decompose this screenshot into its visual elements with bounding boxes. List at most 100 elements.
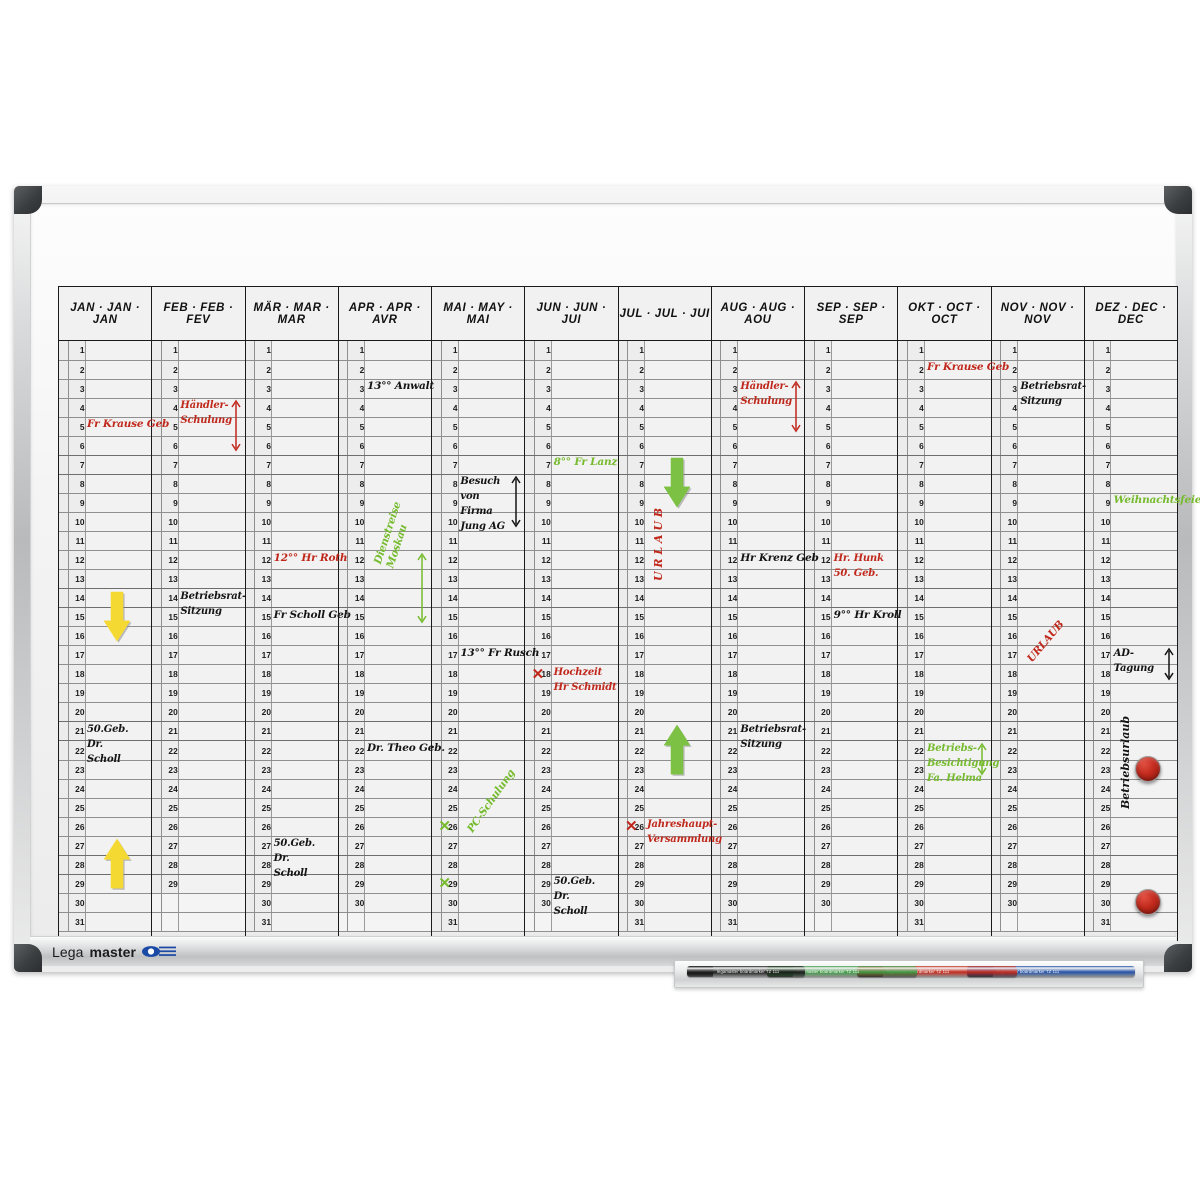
day-row[interactable]: 6 bbox=[245, 436, 338, 456]
day-row[interactable]: 6 bbox=[432, 436, 525, 456]
entry-cell[interactable] bbox=[85, 798, 152, 818]
day-row[interactable]: 10 bbox=[245, 512, 338, 532]
entry-cell[interactable] bbox=[737, 360, 804, 380]
entry-cell[interactable] bbox=[1110, 874, 1177, 894]
entry-cell[interactable] bbox=[178, 398, 245, 418]
day-row[interactable]: 30 bbox=[991, 893, 1084, 913]
entry-cell[interactable] bbox=[271, 721, 338, 742]
day-row[interactable]: 16 bbox=[338, 626, 431, 647]
entry-cell[interactable] bbox=[271, 893, 338, 913]
entry-cell[interactable] bbox=[551, 569, 618, 590]
entry-cell[interactable] bbox=[458, 912, 525, 932]
day-row[interactable]: 2 bbox=[618, 360, 711, 380]
day-row[interactable]: 25 bbox=[525, 798, 618, 818]
day-row[interactable]: 21 bbox=[711, 721, 804, 742]
day-row[interactable]: 11 bbox=[805, 531, 898, 552]
day-row[interactable]: 20 bbox=[805, 702, 898, 723]
entry-cell[interactable] bbox=[831, 760, 898, 780]
day-row[interactable]: 14 bbox=[711, 588, 804, 609]
day-row[interactable]: 7 bbox=[711, 455, 804, 475]
day-row[interactable]: 16 bbox=[898, 626, 991, 647]
entry-cell[interactable] bbox=[1017, 740, 1084, 761]
day-row[interactable]: 15 bbox=[805, 607, 898, 628]
day-row[interactable]: 8 bbox=[432, 474, 525, 494]
entry-cell[interactable] bbox=[458, 474, 525, 494]
day-row[interactable]: 10 bbox=[898, 512, 991, 532]
day-row[interactable]: 1 bbox=[805, 341, 898, 361]
day-row[interactable]: 27 bbox=[711, 836, 804, 856]
day-row[interactable]: 7 bbox=[991, 455, 1084, 475]
day-row[interactable]: 18 bbox=[245, 664, 338, 685]
day-row[interactable]: 14 bbox=[618, 588, 711, 609]
entry-cell[interactable] bbox=[831, 855, 898, 875]
entry-cell[interactable] bbox=[924, 798, 991, 818]
day-row[interactable]: 11 bbox=[618, 531, 711, 552]
day-row[interactable]: 5 bbox=[338, 417, 431, 437]
day-row[interactable]: 6 bbox=[618, 436, 711, 456]
day-row[interactable]: 10 bbox=[59, 512, 152, 532]
entry-cell[interactable] bbox=[644, 607, 711, 628]
day-row[interactable]: 13 bbox=[1084, 569, 1177, 590]
day-row[interactable]: 5 bbox=[711, 417, 804, 437]
entry-cell[interactable] bbox=[271, 493, 338, 513]
day-row[interactable]: 3 bbox=[152, 379, 245, 399]
day-row[interactable]: 26 bbox=[432, 817, 525, 837]
day-row[interactable]: 5 bbox=[59, 417, 152, 437]
entry-cell[interactable] bbox=[364, 683, 431, 704]
entry-cell[interactable] bbox=[831, 436, 898, 456]
day-row[interactable]: 22 bbox=[432, 740, 525, 761]
entry-cell[interactable] bbox=[644, 379, 711, 399]
entry-cell[interactable] bbox=[271, 855, 338, 875]
day-row[interactable]: 3 bbox=[245, 379, 338, 399]
entry-cell[interactable] bbox=[1110, 740, 1177, 761]
day-row[interactable]: 3 bbox=[1084, 379, 1177, 399]
entry-cell[interactable] bbox=[85, 569, 152, 590]
entry-cell[interactable] bbox=[644, 436, 711, 456]
day-row[interactable]: 31 bbox=[59, 912, 152, 932]
day-row[interactable]: 20 bbox=[525, 702, 618, 723]
day-row[interactable]: 9 bbox=[991, 493, 1084, 513]
entry-cell[interactable] bbox=[271, 512, 338, 532]
day-row[interactable]: 20 bbox=[59, 702, 152, 723]
entry-cell[interactable] bbox=[831, 740, 898, 761]
day-row[interactable]: 20 bbox=[152, 702, 245, 723]
entry-cell[interactable] bbox=[1110, 912, 1177, 932]
day-row[interactable]: 28 bbox=[618, 855, 711, 875]
entry-cell[interactable] bbox=[831, 531, 898, 552]
entry-cell[interactable] bbox=[1110, 512, 1177, 532]
entry-cell[interactable] bbox=[271, 760, 338, 780]
entry-cell[interactable] bbox=[737, 664, 804, 685]
day-row[interactable]: 25 bbox=[432, 798, 525, 818]
entry-cell[interactable] bbox=[178, 474, 245, 494]
day-row[interactable]: 30 bbox=[525, 893, 618, 913]
entry-cell[interactable] bbox=[551, 360, 618, 380]
day-row[interactable]: 20 bbox=[338, 702, 431, 723]
entry-cell[interactable] bbox=[924, 760, 991, 780]
entry-cell[interactable] bbox=[178, 569, 245, 590]
day-row[interactable]: 29 bbox=[805, 874, 898, 894]
day-row[interactable]: 25 bbox=[338, 798, 431, 818]
entry-cell[interactable] bbox=[178, 341, 245, 361]
entry-cell[interactable] bbox=[1110, 817, 1177, 837]
entry-cell[interactable] bbox=[364, 607, 431, 628]
day-row[interactable]: 26 bbox=[711, 817, 804, 837]
day-row[interactable]: 1 bbox=[898, 341, 991, 361]
entry-cell[interactable] bbox=[831, 664, 898, 685]
day-row[interactable]: 30 bbox=[618, 893, 711, 913]
entry-cell[interactable] bbox=[458, 645, 525, 666]
day-row[interactable]: 1 bbox=[59, 341, 152, 361]
day-row[interactable]: 17 bbox=[338, 645, 431, 666]
entry-cell[interactable] bbox=[364, 379, 431, 399]
day-row[interactable]: 30 bbox=[898, 893, 991, 913]
day-row[interactable]: 20 bbox=[991, 702, 1084, 723]
day-row[interactable]: 30 bbox=[432, 893, 525, 913]
entry-cell[interactable] bbox=[831, 474, 898, 494]
entry-cell[interactable] bbox=[1110, 588, 1177, 609]
entry-cell[interactable] bbox=[737, 455, 804, 475]
day-row[interactable]: 31 bbox=[432, 912, 525, 932]
day-row[interactable]: 17 bbox=[991, 645, 1084, 666]
day-row[interactable]: 12 bbox=[991, 550, 1084, 571]
entry-cell[interactable] bbox=[737, 607, 804, 628]
entry-cell[interactable] bbox=[85, 379, 152, 399]
entry-cell[interactable] bbox=[831, 417, 898, 437]
